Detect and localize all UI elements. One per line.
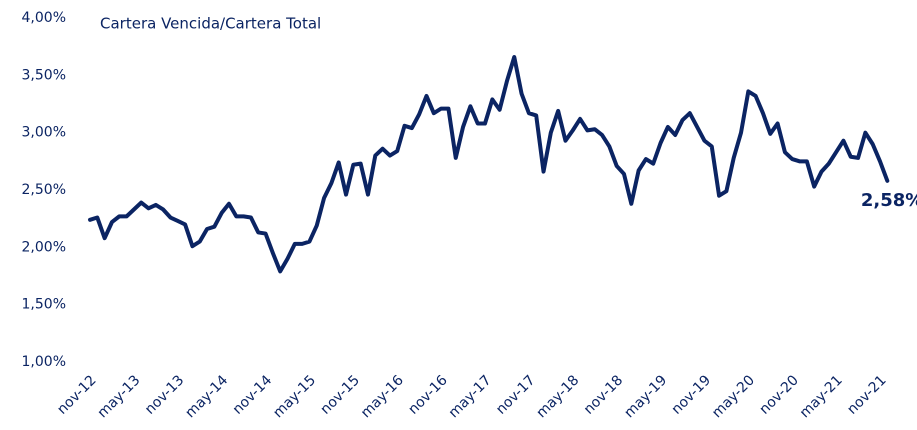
y-tick-label: 1,00% — [22, 354, 66, 370]
y-tick-label: 1,50% — [22, 297, 66, 313]
x-tick-label: may-13 — [95, 372, 144, 421]
data-label: 2,58% — [861, 190, 917, 211]
y-tick-label: 3,00% — [22, 125, 66, 141]
x-tick-label: may-14 — [182, 372, 231, 421]
x-tick-label: may-20 — [709, 372, 758, 421]
x-tick-label: nov-17 — [493, 372, 538, 417]
x-tick-label: nov-19 — [669, 372, 714, 417]
x-tick-label: may-18 — [534, 372, 583, 421]
line — [88, 54, 890, 274]
chart-title: Cartera Vencida/Cartera Total — [100, 15, 321, 33]
x-tick-label: nov-21 — [844, 372, 889, 417]
x-tick-label: nov-18 — [581, 372, 626, 417]
x-tick-label: nov-14 — [230, 372, 275, 417]
x-tick-label: nov-15 — [318, 372, 363, 417]
x-tick-label: may-19 — [621, 372, 670, 421]
y-tick-label: 2,00% — [22, 239, 66, 255]
x-tick-label: may-21 — [797, 372, 846, 421]
y-tick-label: 2,50% — [22, 182, 66, 198]
x-tick-label: nov-20 — [756, 372, 801, 417]
x-tick-label: nov-13 — [142, 372, 187, 417]
x-tick-label: nov-16 — [405, 372, 450, 417]
x-tick-label: may-16 — [358, 372, 407, 421]
x-tick-label: nov-12 — [54, 372, 99, 417]
y-tick-label: 3,50% — [22, 67, 66, 83]
x-tick-label: may-15 — [270, 372, 319, 421]
y-tick-label: 4,00% — [22, 10, 66, 26]
x-tick-label: may-17 — [446, 372, 495, 421]
